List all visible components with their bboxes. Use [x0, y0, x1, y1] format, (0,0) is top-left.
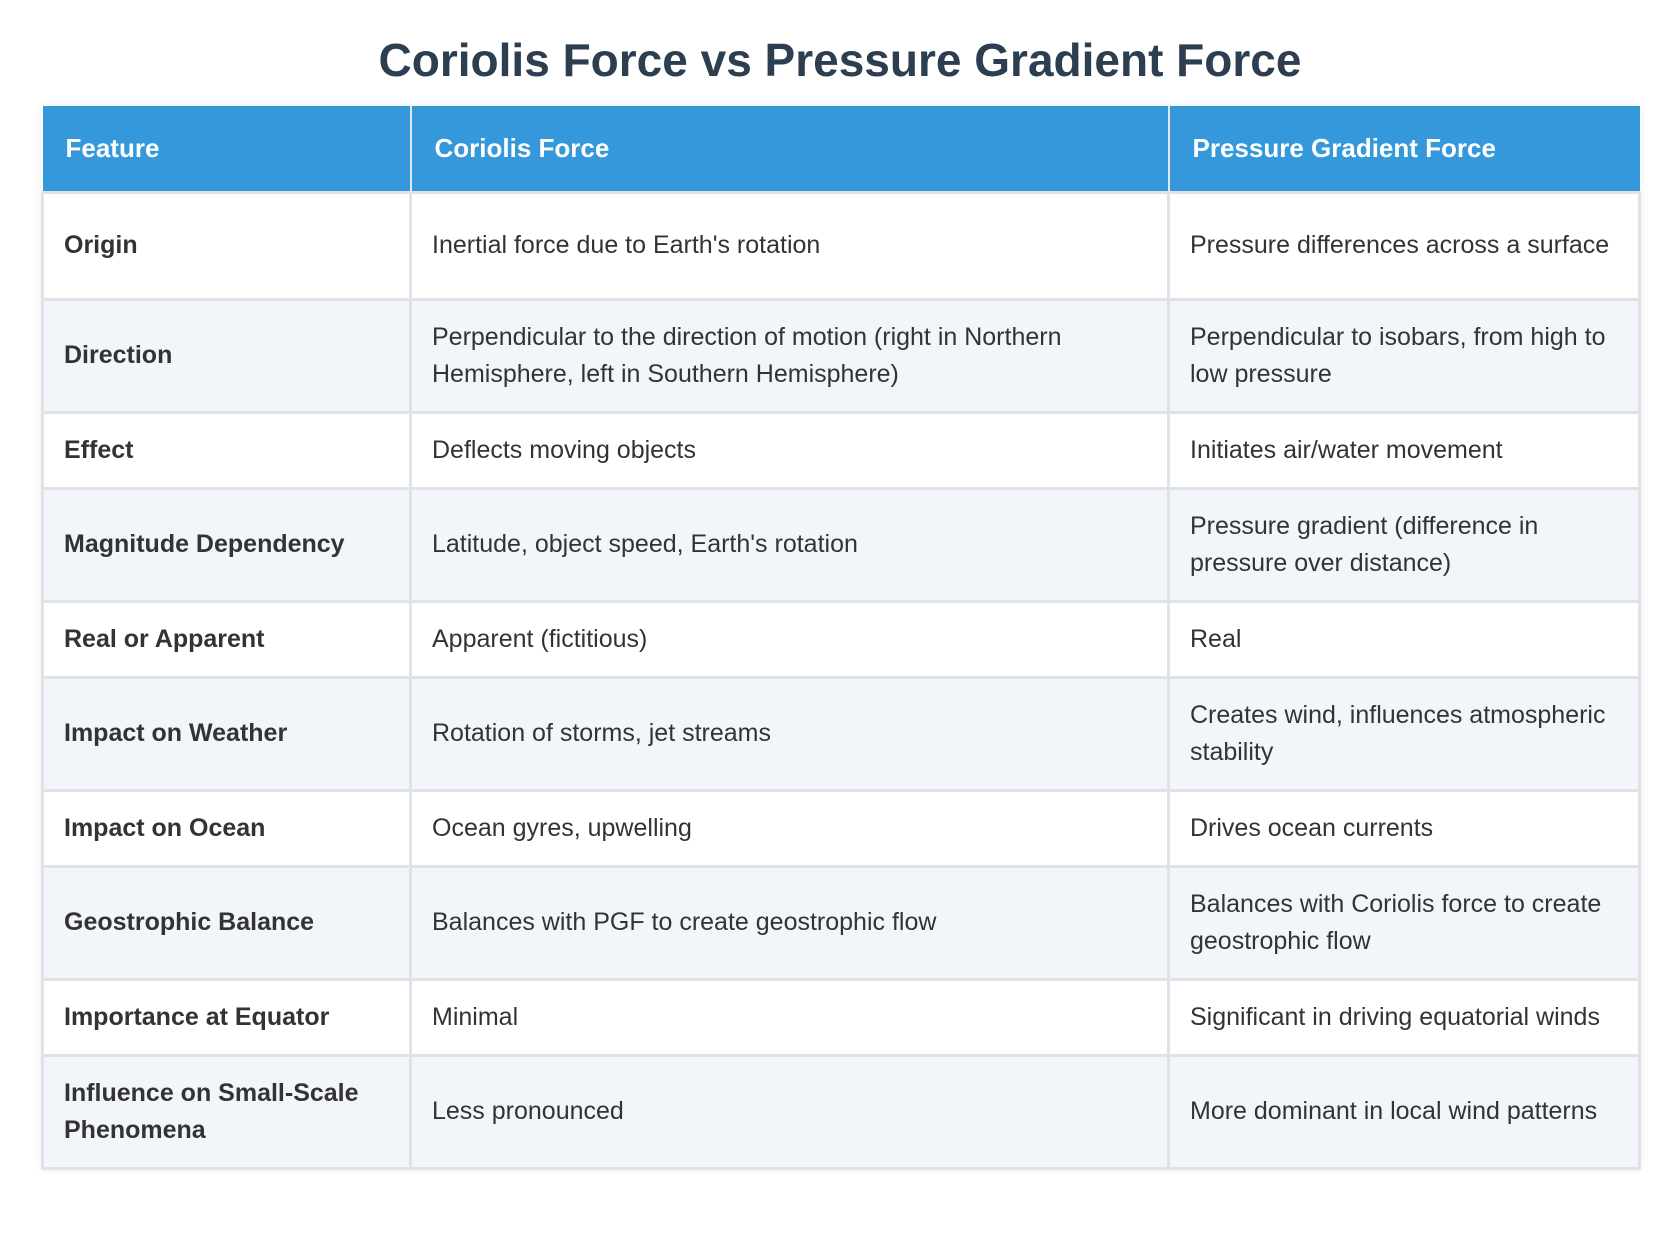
- feature-cell: Real or Apparent: [41, 599, 412, 679]
- feature-cell: Origin: [41, 190, 412, 301]
- feature-cell: Geostrophic Balance: [41, 864, 412, 981]
- header-pressure-gradient-force: Pressure Gradient Force: [1168, 106, 1640, 192]
- pgf-cell: Initiates air/water movement: [1167, 410, 1641, 490]
- table-row: Impact on Weather Rotation of storms, je…: [41, 675, 1641, 792]
- feature-cell: Impact on Weather: [41, 675, 412, 792]
- coriolis-cell: Apparent (fictitious): [409, 599, 1170, 679]
- header-coriolis-force: Coriolis Force: [410, 106, 1170, 192]
- coriolis-cell: Inertial force due to Earth's rotation: [409, 190, 1170, 301]
- coriolis-cell: Ocean gyres, upwelling: [409, 788, 1170, 868]
- pgf-cell: Significant in driving equatorial winds: [1167, 977, 1641, 1057]
- pgf-cell: Pressure differences across a surface: [1167, 190, 1641, 301]
- coriolis-cell: Deflects moving objects: [409, 410, 1170, 490]
- coriolis-cell: Balances with PGF to create geostrophic …: [409, 864, 1170, 981]
- feature-cell: Effect: [41, 410, 412, 490]
- page-title: Coriolis Force vs Pressure Gradient Forc…: [378, 34, 1302, 86]
- pgf-cell: Drives ocean currents: [1167, 788, 1641, 868]
- coriolis-cell: Rotation of storms, jet streams: [409, 675, 1170, 792]
- pgf-cell: Perpendicular to isobars, from high to l…: [1167, 297, 1641, 414]
- table-row: Impact on Ocean Ocean gyres, upwelling D…: [41, 788, 1641, 868]
- table-row: Effect Deflects moving objects Initiates…: [41, 410, 1641, 490]
- table-row: Importance at Equator Minimal Significan…: [41, 977, 1641, 1057]
- table-row: Direction Perpendicular to the direction…: [41, 297, 1641, 414]
- feature-cell: Magnitude Dependency: [41, 486, 412, 603]
- pgf-cell: Pressure gradient (difference in pressur…: [1167, 486, 1641, 603]
- table-row: Real or Apparent Apparent (fictitious) R…: [41, 599, 1641, 679]
- pgf-cell: Balances with Coriolis force to create g…: [1167, 864, 1641, 981]
- table-header-row: Feature Coriolis Force Pressure Gradient…: [42, 106, 1640, 192]
- comparison-table: Feature Coriolis Force Pressure Gradient…: [41, 106, 1641, 1170]
- table-row: Magnitude Dependency Latitude, object sp…: [41, 486, 1641, 603]
- table-row: Geostrophic Balance Balances with PGF to…: [41, 864, 1641, 981]
- table-row: Origin Inertial force due to Earth's rot…: [41, 190, 1641, 301]
- feature-cell: Impact on Ocean: [41, 788, 412, 868]
- pgf-cell: More dominant in local wind patterns: [1167, 1053, 1641, 1170]
- coriolis-cell: Perpendicular to the direction of motion…: [409, 297, 1170, 414]
- coriolis-cell: Minimal: [409, 977, 1170, 1057]
- table-row: Influence on Small-Scale Phenomena Less …: [41, 1053, 1641, 1170]
- feature-cell: Influence on Small-Scale Phenomena: [41, 1053, 412, 1170]
- pgf-cell: Real: [1167, 599, 1641, 679]
- feature-cell: Importance at Equator: [41, 977, 412, 1057]
- pgf-cell: Creates wind, influences atmospheric sta…: [1167, 675, 1641, 792]
- header-feature: Feature: [42, 106, 412, 192]
- feature-cell: Direction: [41, 297, 412, 414]
- coriolis-cell: Latitude, object speed, Earth's rotation: [409, 486, 1170, 603]
- coriolis-cell: Less pronounced: [409, 1053, 1170, 1170]
